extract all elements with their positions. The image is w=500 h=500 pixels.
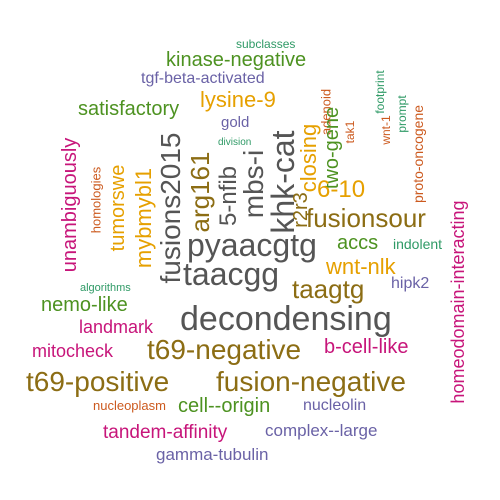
word-homologies: homologies	[88, 166, 104, 234]
word-satisfactory: satisfactory	[78, 98, 180, 120]
word-complex--large: complex--large	[265, 421, 378, 440]
word-tgf-beta-activated: tgf-beta-activated	[141, 70, 265, 87]
word-indolent: indolent	[393, 236, 443, 252]
word-footprint: footprint	[373, 70, 387, 114]
word-fusions2015: fusions2015	[155, 132, 186, 284]
word-accs: accs	[337, 232, 379, 254]
word-pyaacgtg: pyaacgtg	[187, 227, 317, 263]
word-hipk2: hipk2	[391, 275, 430, 292]
word-nemo-like: nemo-like	[41, 294, 128, 316]
word-mbs-i: mbs-i	[238, 149, 269, 219]
word-wnt-nlk: wnt-nlk	[326, 254, 396, 279]
word-subclasses: subclasses	[236, 37, 296, 51]
word-t69-negative: t69-negative	[147, 334, 302, 365]
word-proto-oncogene: proto-oncogene	[410, 104, 426, 204]
word-gamma-tubulin: gamma-tubulin	[156, 445, 269, 464]
word-6-10: 6-10	[317, 176, 366, 203]
word-fusionsour: fusionsour	[306, 203, 426, 233]
word-decondensing: decondensing	[180, 300, 392, 338]
word-homeodomain-interacting: homeodomain-interacting	[448, 200, 468, 404]
word-landmark: landmark	[79, 317, 154, 337]
word-algorithms: algorithms	[80, 282, 131, 294]
word-b-cell-like: b-cell-like	[324, 336, 409, 358]
word-mybmybl1: mybmybl1	[131, 167, 156, 269]
word-gold: gold	[221, 114, 250, 131]
word-cell--origin: cell--origin	[178, 395, 271, 417]
word-tandem-affinity: tandem-affinity	[103, 422, 228, 443]
word-wnt-1: wnt-1	[379, 115, 393, 145]
word-fusion-negative: fusion-negative	[216, 366, 406, 397]
word-t69-positive: t69-positive	[26, 366, 170, 397]
word-mitocheck: mitocheck	[32, 341, 114, 361]
word-arg161: arg161	[185, 151, 215, 233]
word-lysine-9: lysine-9	[200, 87, 276, 112]
word-taacgg: taacgg	[183, 256, 280, 292]
word-unambiguously: unambiguously	[59, 137, 81, 273]
word-prompt: prompt	[395, 95, 409, 133]
word-kinase-negative: kinase-negative	[166, 49, 307, 71]
word-division: division	[218, 137, 252, 148]
word-nucleoplasm: nucleoplasm	[93, 398, 166, 413]
word-tumorswe: tumorswe	[107, 164, 129, 252]
word-nucleolin: nucleolin	[303, 397, 367, 414]
word-taagtg: taagtg	[292, 274, 365, 304]
word-tak1: tak1	[343, 120, 357, 144]
